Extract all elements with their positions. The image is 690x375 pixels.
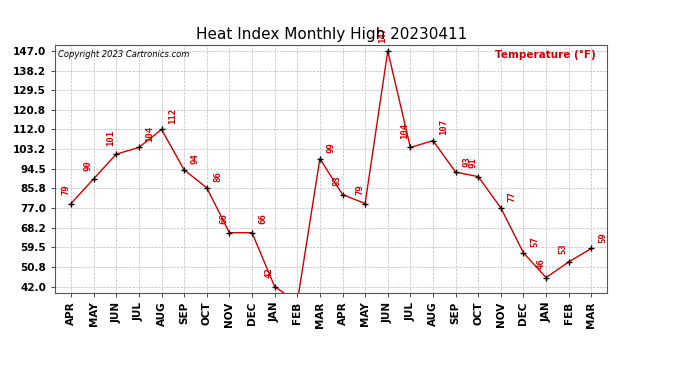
Text: 101: 101: [106, 130, 115, 146]
Text: 112: 112: [168, 108, 177, 124]
Text: 79: 79: [355, 184, 364, 195]
Text: 66: 66: [219, 214, 228, 224]
Text: 57: 57: [530, 237, 539, 248]
Text: 86: 86: [213, 171, 222, 182]
Text: 35: 35: [0, 374, 1, 375]
Text: 91: 91: [469, 158, 477, 168]
Text: 46: 46: [536, 258, 545, 269]
Text: 104: 104: [400, 123, 409, 139]
Text: 59: 59: [598, 232, 607, 243]
Text: 99: 99: [326, 142, 335, 153]
Text: Copyright 2023 Cartronics.com: Copyright 2023 Cartronics.com: [58, 50, 189, 59]
Text: 107: 107: [440, 119, 449, 135]
Text: Temperature (°F): Temperature (°F): [495, 50, 596, 60]
Text: 79: 79: [61, 184, 70, 195]
Title: Heat Index Monthly High 20230411: Heat Index Monthly High 20230411: [195, 27, 467, 42]
Text: 94: 94: [190, 154, 200, 164]
Text: 66: 66: [259, 214, 268, 224]
Text: 147: 147: [377, 27, 386, 43]
Text: 90: 90: [83, 160, 92, 171]
Text: 42: 42: [264, 267, 274, 278]
Text: 104: 104: [146, 126, 155, 142]
Text: 83: 83: [333, 176, 342, 186]
Text: 77: 77: [507, 192, 517, 202]
Text: 93: 93: [462, 156, 471, 166]
Text: 53: 53: [559, 243, 568, 254]
